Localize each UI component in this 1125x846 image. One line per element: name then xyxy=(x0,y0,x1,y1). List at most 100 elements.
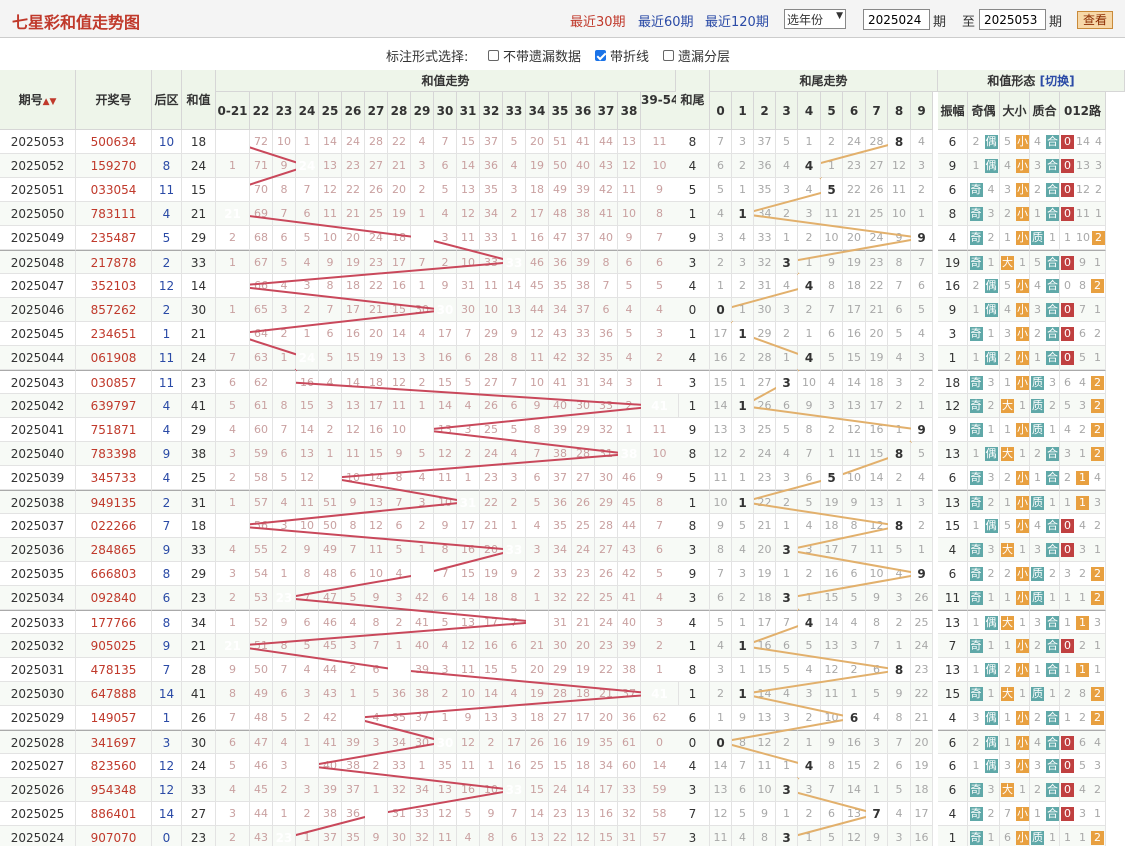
header-tail-col: 4 xyxy=(798,92,821,130)
sum-miss-cell: 31 xyxy=(457,274,480,298)
option-no-miss[interactable]: 不带遗漏数据 xyxy=(488,46,581,65)
period-link-30[interactable]: 最近30期 xyxy=(570,15,626,30)
sum-miss-cell: 36 xyxy=(549,250,572,274)
lu-cell: 0 12 2 xyxy=(1060,178,1106,202)
checkbox-line[interactable] xyxy=(595,50,606,61)
jiou-miss: 1 xyxy=(987,639,995,652)
daxiao-badge: 小 xyxy=(1016,327,1029,341)
sum-miss-cell: 40 xyxy=(319,754,342,778)
query-button[interactable]: 查看 xyxy=(1077,11,1113,29)
sum-miss-cell: 3 xyxy=(434,226,457,250)
zhihe-miss: 2 xyxy=(1049,399,1056,412)
sum-miss-cell: 39 xyxy=(549,418,572,442)
back-cell: 5 xyxy=(152,226,182,250)
lu-miss: 6 xyxy=(1079,327,1086,340)
lu-badge: 2 xyxy=(1092,231,1105,245)
sum-miss-cell: 5 xyxy=(365,682,388,706)
sum-miss-cell: 6 xyxy=(595,298,618,322)
tail-miss-cell: 5 xyxy=(710,610,732,634)
lu-badge: 2 xyxy=(1091,567,1104,581)
daxiao-badge: 小 xyxy=(1016,736,1029,750)
tail-miss-cell: 2 xyxy=(710,682,732,706)
tail-miss-cell: 2 xyxy=(866,754,888,778)
option-line[interactable]: 带折线 xyxy=(595,46,649,65)
sum-miss-cell: 9 xyxy=(273,154,296,178)
zhihe-badge: 质 xyxy=(1031,399,1044,413)
mark-label: 标注形式选择: xyxy=(386,50,469,65)
sum-miss-cell: 11 xyxy=(342,442,365,466)
sum-miss-cell: 10 xyxy=(480,778,503,802)
lu-badge: 2 xyxy=(1091,711,1104,725)
award-cell: 033054 xyxy=(76,178,152,202)
jiou-badge: 偶 xyxy=(984,663,998,677)
back-cell: 14 xyxy=(152,682,182,706)
tail-miss-cell: 26 xyxy=(754,394,776,418)
sum-miss-cell: 5 xyxy=(641,274,679,298)
sum-miss-cell: 15 xyxy=(457,562,480,586)
sum-miss-cell: 19 xyxy=(572,730,595,754)
tail-miss-cell: 5 xyxy=(732,802,754,826)
option-layer[interactable]: 遗漏分层 xyxy=(663,46,730,65)
sum-miss-cell: 46 xyxy=(618,466,641,490)
zhenfu-cell: 6 xyxy=(938,466,968,490)
sum-miss-cell: 37 xyxy=(572,226,595,250)
checkbox-layer[interactable] xyxy=(663,50,674,61)
award-cell: 234651 xyxy=(76,322,152,346)
sum-miss-cell: 40 xyxy=(595,226,618,250)
zhihe-miss: 1 xyxy=(1034,471,1041,484)
sort-icon[interactable]: ▲▼ xyxy=(42,97,57,107)
year-select[interactable]: 选年份 ▼ xyxy=(784,9,846,29)
tail-miss-cell: 4 xyxy=(843,610,866,634)
zhihe-badge: 合 xyxy=(1046,303,1059,317)
jiou-badge: 偶 xyxy=(984,135,998,149)
back-cell: 6 xyxy=(152,586,182,610)
tail-miss-cell: 2 xyxy=(776,202,798,226)
to-issue-input[interactable] xyxy=(979,9,1046,30)
header-sum-col: 37 xyxy=(595,92,618,130)
period-link-60[interactable]: 最近60期 xyxy=(638,15,694,30)
sum-miss-cell: 5 xyxy=(216,754,250,778)
period-link-120[interactable]: 最近120期 xyxy=(705,15,769,30)
issue-cell: 2025026 xyxy=(0,778,76,802)
zhihe-badge: 质 xyxy=(1031,496,1044,510)
sum-miss-cell: 1 xyxy=(296,322,319,346)
tail-miss-cell: 2 xyxy=(911,178,933,202)
sum-miss-cell: 35 xyxy=(549,274,572,298)
sum-miss-cell: 4 xyxy=(365,706,388,730)
lu-badge: 0 xyxy=(1061,351,1074,365)
zhihe-badge: 合 xyxy=(1046,135,1059,149)
sum-miss-cell: 6 xyxy=(273,442,296,466)
from-issue-input[interactable] xyxy=(863,9,930,30)
tail-cell: 8 xyxy=(676,130,710,154)
sum-miss-cell: 8 xyxy=(216,682,250,706)
zhihe-badge: 质 xyxy=(1031,591,1044,605)
checkbox-no-miss[interactable] xyxy=(488,50,499,61)
zhenfu-cell: 8 xyxy=(938,202,968,226)
sum-miss-cell: 24 xyxy=(365,226,388,250)
zhihe-miss: 5 xyxy=(1034,256,1041,269)
daxiao-miss: 1 xyxy=(1004,423,1011,436)
sum-miss-cell: 27 xyxy=(572,466,595,490)
tail-miss-cell: 1 xyxy=(776,346,798,370)
lu-badge: 2 xyxy=(1091,591,1104,605)
sum-cell: 41 xyxy=(182,394,216,418)
jiou-badge: 偶 xyxy=(984,351,998,365)
tail-miss-cell: 9 xyxy=(821,250,843,274)
sum-miss-cell: 15 xyxy=(457,130,480,154)
tail-miss-cell: 1 xyxy=(888,634,911,658)
issue-cell: 2025049 xyxy=(0,226,76,250)
switch-link[interactable]: [切换] xyxy=(1039,74,1075,88)
sum-miss-cell: 26 xyxy=(480,394,503,418)
tail-miss-cell: 21 xyxy=(754,514,776,538)
tail-miss-cell: 1 xyxy=(821,154,843,178)
